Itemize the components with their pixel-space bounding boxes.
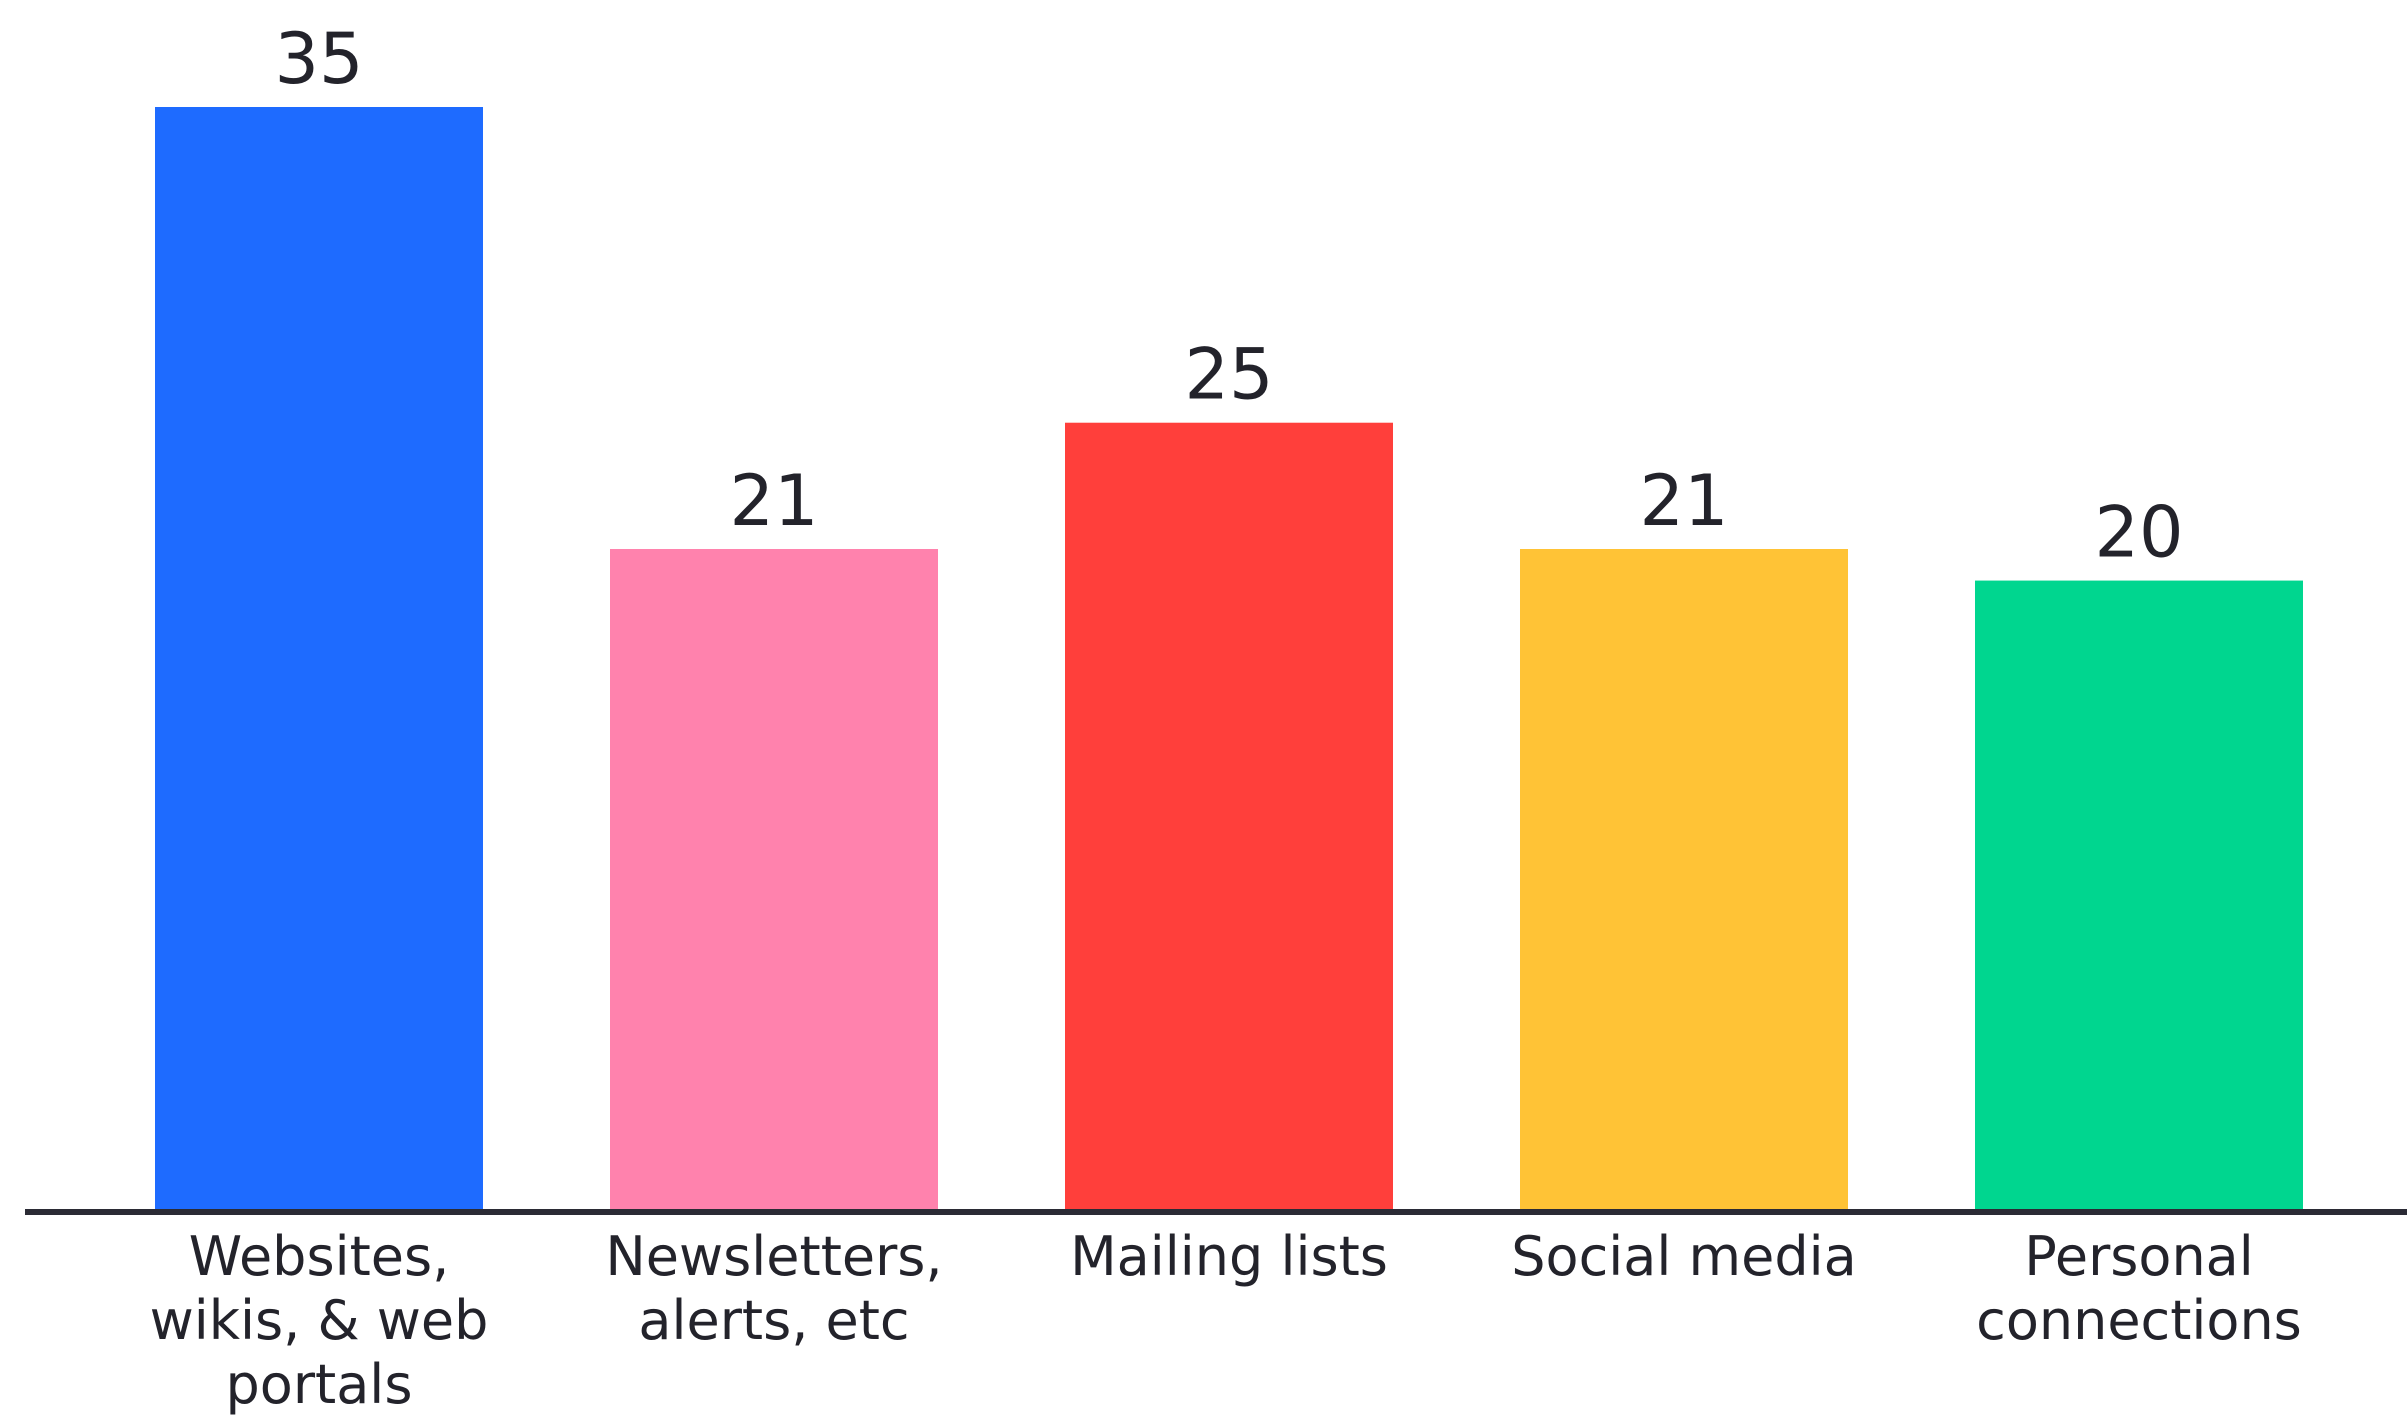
bar-1 [155, 107, 483, 1212]
value-label-1: 35 [274, 18, 363, 100]
category-labels-group: Websites, wikis, & web portals Newsletters,… [150, 1225, 2302, 1416]
value-label-3: 25 [1184, 334, 1273, 416]
category-label-line: Social media [1511, 1225, 1856, 1288]
bars-group [155, 107, 2303, 1212]
category-label-line: wikis, & web [150, 1289, 489, 1352]
category-label-2: Newsletters, alerts, etc [605, 1225, 942, 1352]
value-label-5: 20 [2094, 492, 2183, 574]
category-label-line: portals [226, 1353, 413, 1416]
category-label-1: Websites, wikis, & web portals [150, 1225, 489, 1416]
category-label-5: Personal connections [1976, 1225, 2302, 1352]
bar-2 [610, 549, 938, 1212]
category-label-line: Personal [2024, 1225, 2254, 1288]
category-label-line: alerts, etc [638, 1289, 909, 1352]
category-label-line: connections [1976, 1289, 2302, 1352]
category-label-line: Newsletters, [605, 1225, 942, 1288]
category-label-line: Websites, [189, 1225, 450, 1288]
value-labels-group: 35 21 25 21 20 [274, 18, 2183, 574]
bar-3 [1065, 422, 1393, 1212]
category-label-4: Social media [1511, 1225, 1856, 1288]
bar-4 [1520, 549, 1848, 1212]
value-label-4: 21 [1639, 460, 1728, 542]
value-label-2: 21 [729, 460, 818, 542]
category-label-line: Mailing lists [1070, 1225, 1388, 1288]
bar-5 [1975, 580, 2303, 1212]
category-label-3: Mailing lists [1070, 1225, 1388, 1288]
